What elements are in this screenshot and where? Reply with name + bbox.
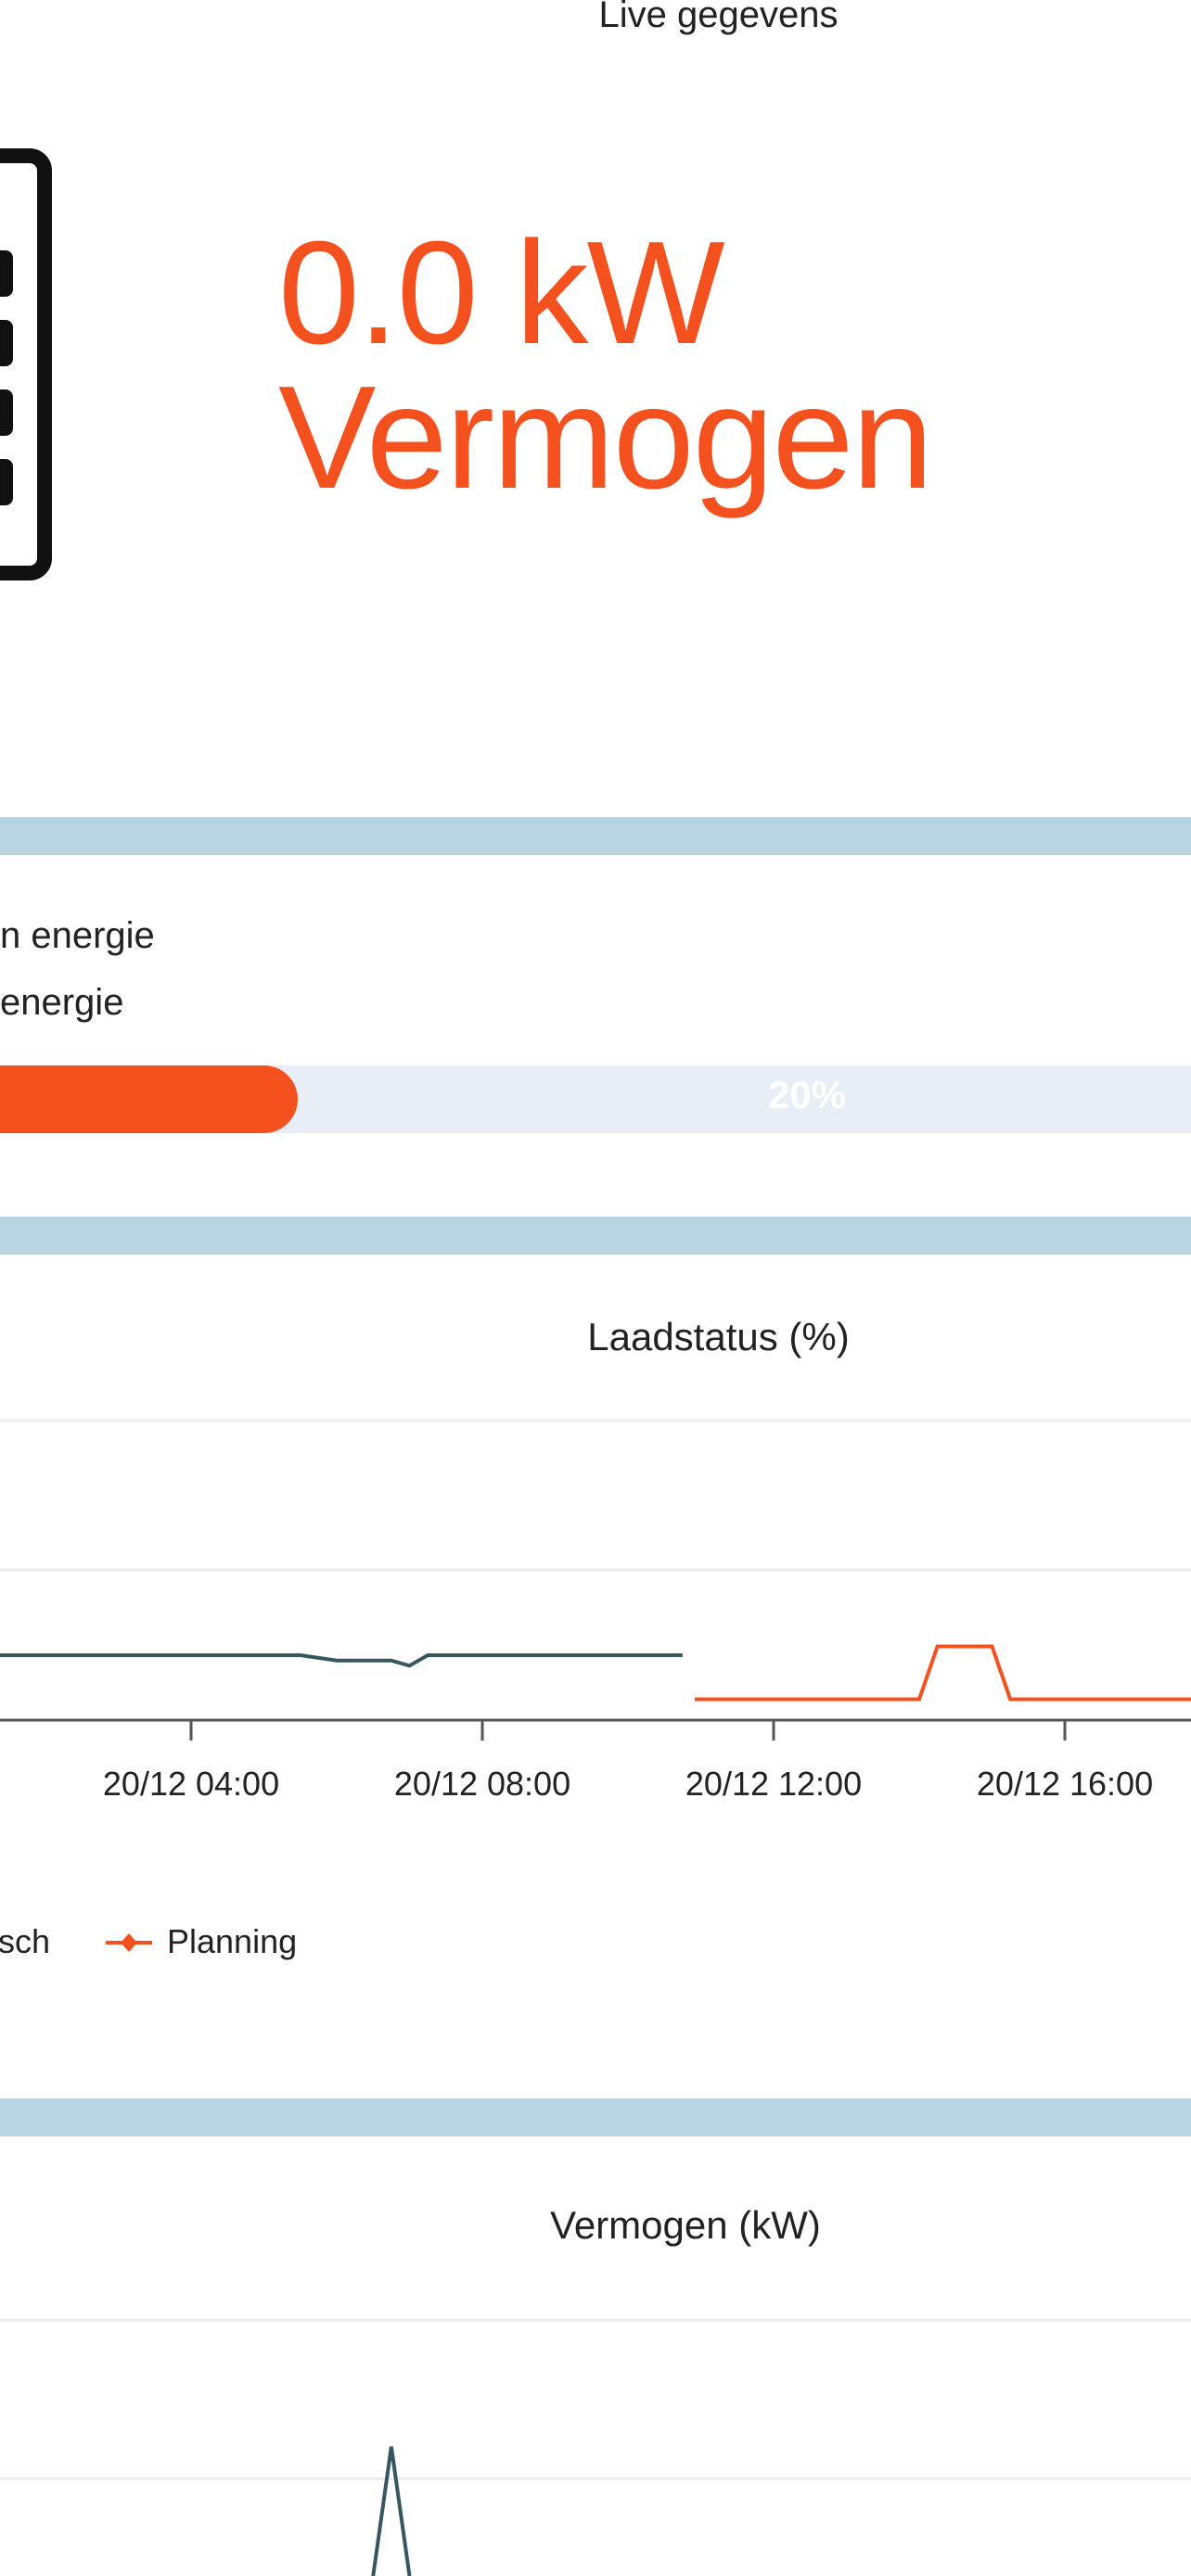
power-value: 0.0 kW	[278, 211, 725, 375]
series-line	[694, 1644, 1191, 1702]
legend-label: sch	[0, 1922, 50, 1960]
x-tick-label: 20/12 04:00	[103, 1765, 279, 1803]
section-divider	[0, 1217, 1191, 1255]
section-divider	[0, 2098, 1191, 2136]
energy-label-1: n energie	[0, 915, 155, 956]
charge-progress-label: 20%	[768, 1073, 847, 1116]
section-divider	[0, 817, 1191, 855]
chart-title-charge-state: Laadstatus (%)	[587, 1315, 850, 1358]
legend-marker	[121, 1933, 137, 1952]
power-label: Vermogen	[278, 356, 933, 519]
battery-icon	[0, 148, 52, 580]
x-tick-label: 20/12 12:00	[685, 1765, 862, 1803]
x-tick-label: 20/12 16:00	[977, 1765, 1153, 1803]
legend-label: Planning	[167, 1922, 297, 1960]
live-data-title: Live gegevens	[598, 0, 839, 35]
chart-title-power: Vermogen (kW)	[550, 2203, 821, 2247]
series-line	[371, 2446, 412, 2576]
power-chart	[0, 2318, 1191, 2576]
charge-progress-fill	[0, 1065, 298, 1133]
x-tick-label: 20/12 08:00	[394, 1765, 570, 1803]
series-line	[0, 1653, 683, 1668]
power-readout: 0.0 kW Vermogen	[278, 211, 933, 519]
energy-label-2: energie	[0, 982, 124, 1023]
